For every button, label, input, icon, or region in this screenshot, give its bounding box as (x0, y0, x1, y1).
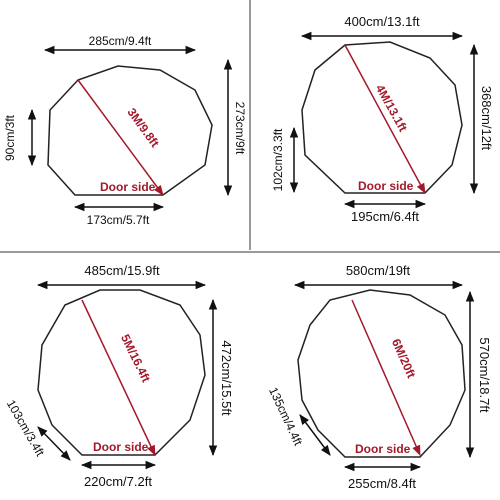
width-label: 400cm/13.1ft (344, 14, 420, 29)
height-label: 570cm/18.7ft (477, 337, 492, 413)
tent-outline (37, 289, 206, 456)
width-label: 580cm/19ft (346, 263, 411, 278)
panel: 580cm/19ft 570cm/18.7ft 135cm/4.4ft 6M/2… (266, 263, 492, 491)
door-width-label: 195cm/6.4ft (351, 209, 419, 224)
height-label: 472cm/15.5ft (219, 340, 234, 416)
panel: 285cm/9.4ft 273cm/9ft 90cm/3ft 3M/9.8ft … (3, 34, 247, 227)
door-width-label: 173cm/5.7ft (87, 213, 150, 227)
side-label: 135cm/4.4ft (266, 385, 305, 448)
width-label: 285cm/9.4ft (89, 34, 152, 48)
height-label: 368cm/12ft (479, 86, 494, 151)
tent-outline (47, 65, 213, 196)
door-label: Door side (93, 440, 149, 454)
height-label: 273cm/9ft (233, 102, 247, 155)
tent-outline (301, 41, 463, 194)
door-label: Door side (100, 180, 156, 194)
door-label: Door side (355, 442, 411, 456)
panel: 485cm/15.9ft 472cm/15.5ft 103cm/3.4ft 5M… (4, 263, 234, 489)
width-label: 485cm/15.9ft (84, 263, 160, 278)
door-label: Door side (358, 179, 414, 193)
side-label: 103cm/3.4ft (4, 397, 48, 459)
diagonal (81, 299, 156, 456)
diagonal (351, 299, 421, 456)
side-label: 102cm/3.3ft (271, 128, 285, 191)
diagonal (344, 44, 426, 194)
door-width-label: 220cm/7.2ft (84, 474, 152, 489)
door-width-label: 255cm/8.4ft (348, 476, 416, 491)
tent-outline (297, 289, 466, 458)
side-arrow (299, 414, 331, 456)
side-arrow (37, 426, 71, 461)
panel: 400cm/13.1ft 368cm/12ft 102cm/3.3ft 4M/1… (271, 14, 494, 224)
diagonal (77, 79, 164, 196)
side-label: 90cm/3ft (3, 114, 17, 161)
